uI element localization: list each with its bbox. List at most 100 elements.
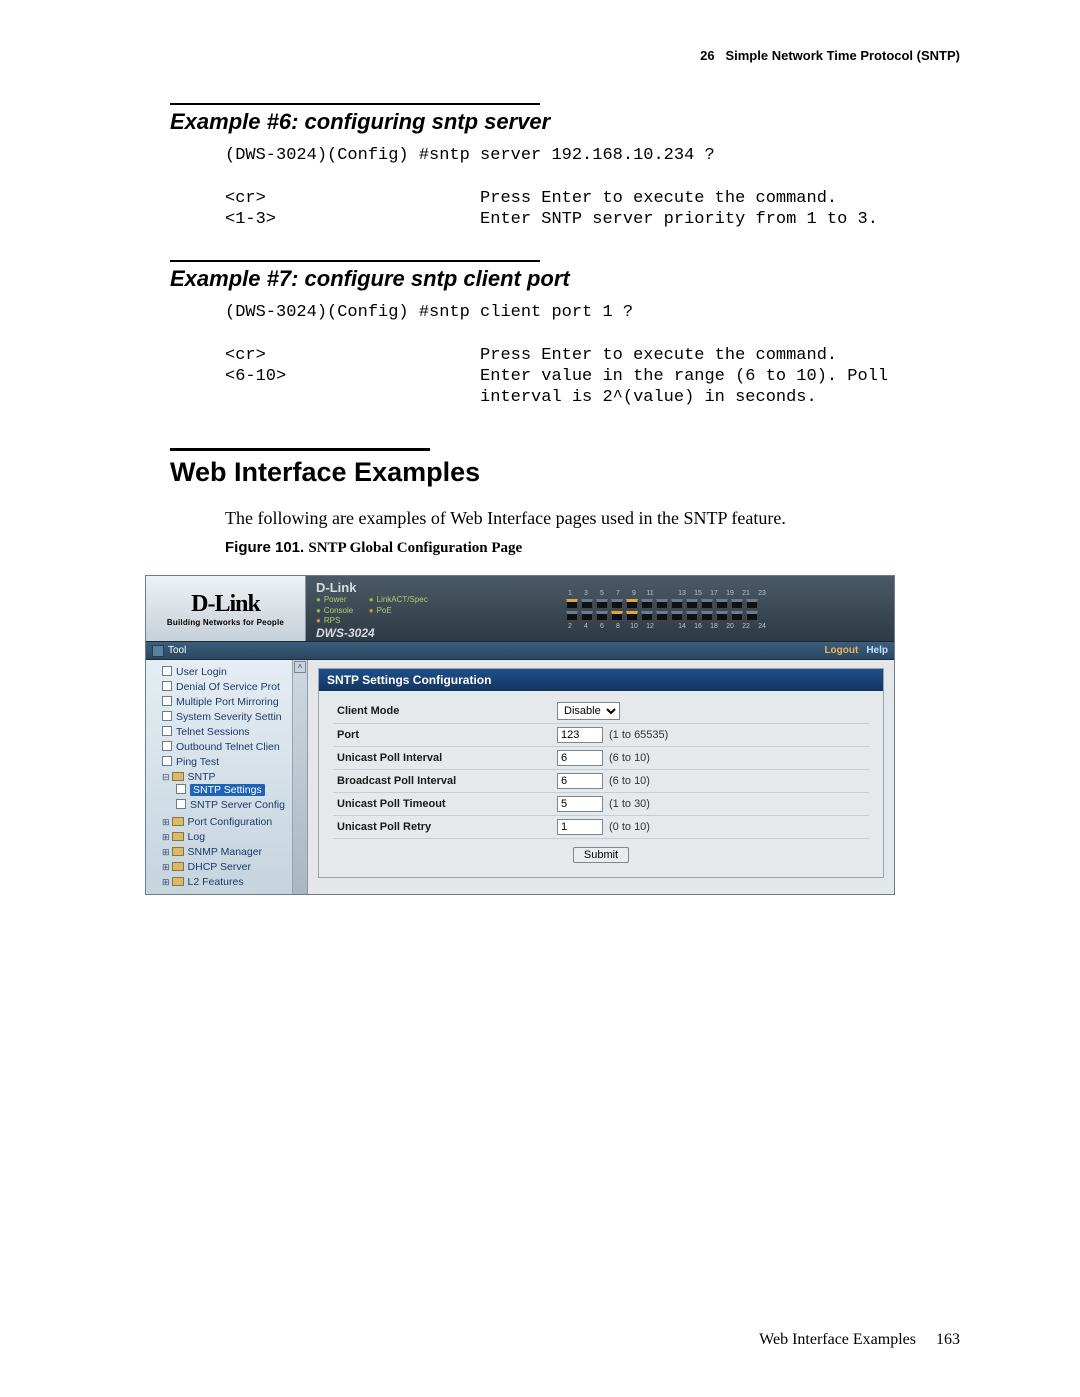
port <box>611 599 623 609</box>
config-label: Broadcast Poll Interval <box>333 770 553 793</box>
model-label: DWS-3024 <box>316 626 530 640</box>
chapter-number: 26 <box>700 48 714 63</box>
help-link[interactable]: Help <box>866 645 888 656</box>
figure-title: SNTP Global Configuration Page <box>308 540 522 556</box>
port <box>701 611 713 621</box>
port <box>641 611 653 621</box>
nav-item[interactable]: User Login <box>160 664 305 679</box>
scroll-up-icon[interactable]: ˄ <box>294 661 306 673</box>
port <box>626 599 638 609</box>
config-label: Client Mode <box>333 699 553 724</box>
config-row: Unicast Poll Timeout (1 to 30) <box>333 793 869 816</box>
port <box>731 599 743 609</box>
client-mode-select[interactable]: Disable <box>557 702 620 720</box>
doc-icon <box>176 799 186 809</box>
config-input[interactable] <box>557 750 603 766</box>
config-row: Client ModeDisable <box>333 699 869 724</box>
port <box>686 611 698 621</box>
footer-section: Web Interface Examples <box>759 1331 916 1348</box>
config-panel: SNTP Settings Configuration Client ModeD… <box>318 668 884 878</box>
nav-item[interactable]: SNMP Manager <box>160 844 305 859</box>
nav-sntp[interactable]: SNTP SNTP Settings SNTP Server Config <box>160 769 305 814</box>
nav-item[interactable]: Ping Test <box>160 754 305 769</box>
tool-icon[interactable] <box>152 645 164 657</box>
port <box>686 599 698 609</box>
port-row-top <box>540 599 886 609</box>
port-numbers-bot: 24681012141618202224 <box>540 623 886 630</box>
running-header: 26 Simple Network Time Protocol (SNTP) <box>170 48 960 63</box>
led-linkact-icon <box>369 595 377 604</box>
rule <box>170 260 540 262</box>
chapter-title: Simple Network Time Protocol (SNTP) <box>725 48 960 63</box>
config-hint: (1 to 30) <box>609 798 650 810</box>
config-label: Port <box>333 724 553 747</box>
port <box>626 611 638 621</box>
panel-title: SNTP Settings Configuration <box>319 669 883 691</box>
port <box>566 611 578 621</box>
device-banner: D-Link Building Networks for People D-Li… <box>146 576 894 642</box>
nav-sntp-settings[interactable]: SNTP Settings <box>174 783 305 798</box>
config-row: Broadcast Poll Interval(6 to 10) <box>333 770 869 793</box>
folder-icon <box>172 847 184 856</box>
figure-lead: Figure 101. <box>225 539 304 556</box>
config-label: Unicast Poll Retry <box>333 816 553 839</box>
figure-caption: Figure 101. SNTP Global Configuration Pa… <box>225 539 960 557</box>
nav-item[interactable]: Outbound Telnet Clien <box>160 739 305 754</box>
logout-link[interactable]: Logout <box>824 645 858 656</box>
led-poe-icon <box>369 606 377 615</box>
port <box>596 611 608 621</box>
nav-item[interactable]: Multiple Port Mirroring <box>160 694 305 709</box>
nav-item[interactable]: Log <box>160 829 305 844</box>
config-input[interactable] <box>557 796 603 812</box>
port-panel: 1357911131517192123 24681012141618202224 <box>536 576 894 641</box>
port <box>581 599 593 609</box>
nav-item[interactable]: L2 Features <box>160 874 305 889</box>
brand-small: D-Link <box>316 580 530 595</box>
config-hint: (0 to 10) <box>609 821 650 833</box>
example6-cli: (DWS-3024)(Config) #sntp server 192.168.… <box>225 145 960 230</box>
example6-heading: Example #6: configuring sntp server <box>170 109 960 135</box>
folder-icon <box>172 817 184 826</box>
port <box>611 611 623 621</box>
brand-sub: Building Networks for People <box>167 618 284 627</box>
folder-icon <box>172 832 184 841</box>
port <box>746 611 758 621</box>
led-power-icon <box>316 595 324 604</box>
nav-item[interactable]: DHCP Server <box>160 859 305 874</box>
page-footer: Web Interface Examples 163 <box>759 1331 960 1349</box>
port <box>641 599 653 609</box>
doc-icon <box>162 756 172 766</box>
led-block: Power LinkACT/Spec Console PoE RPS <box>316 595 530 626</box>
config-label: Unicast Poll Interval <box>333 747 553 770</box>
config-row: Unicast Poll Interval(6 to 10) <box>333 747 869 770</box>
rule <box>170 103 540 105</box>
port <box>671 611 683 621</box>
port <box>566 599 578 609</box>
nav-item[interactable]: Telnet Sessions <box>160 724 305 739</box>
port <box>716 599 728 609</box>
port <box>701 599 713 609</box>
section-heading: Web Interface Examples <box>170 457 960 488</box>
config-label: Unicast Poll Timeout <box>333 793 553 816</box>
doc-icon <box>162 681 172 691</box>
nav-sntp-server[interactable]: SNTP Server Config <box>174 798 305 813</box>
example7-heading: Example #7: configure sntp client port <box>170 266 960 292</box>
footer-page: 163 <box>936 1331 960 1348</box>
port <box>746 599 758 609</box>
config-input[interactable] <box>557 773 603 789</box>
config-input[interactable] <box>557 727 603 743</box>
toolbar: Tool Logout Help <box>146 642 894 660</box>
port <box>581 611 593 621</box>
nav-item[interactable]: Denial Of Service Prot <box>160 679 305 694</box>
submit-button[interactable]: Submit <box>573 847 629 863</box>
nav-tree[interactable]: ˄ User LoginDenial Of Service ProtMultip… <box>146 660 308 894</box>
config-input[interactable] <box>557 819 603 835</box>
tool-label[interactable]: Tool <box>168 645 186 656</box>
nav-item[interactable]: System Severity Settin <box>160 709 305 724</box>
toolbar-left[interactable]: Tool <box>152 645 186 657</box>
folder-icon <box>172 862 184 871</box>
rule <box>170 448 430 451</box>
nav-item[interactable]: Port Configuration <box>160 814 305 829</box>
screenshot: D-Link Building Networks for People D-Li… <box>145 575 895 895</box>
doc-icon <box>162 696 172 706</box>
